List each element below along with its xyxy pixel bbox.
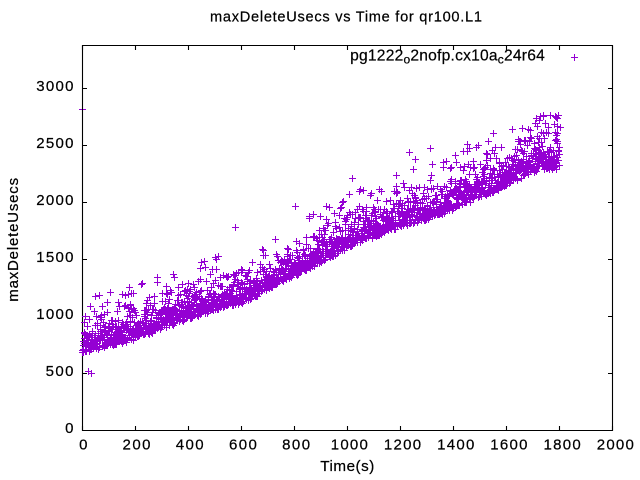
svg-text:2000: 2000 [36,192,73,209]
svg-text:0: 0 [65,420,73,437]
svg-text:2500: 2500 [36,135,73,152]
svg-text:1400: 1400 [437,437,474,454]
svg-text:maxDeleteUsecs vs Time for qr1: maxDeleteUsecs vs Time for qr100.L1 [210,10,482,26]
svg-text:400: 400 [176,437,204,454]
svg-text:1600: 1600 [490,437,527,454]
svg-text:200: 200 [123,437,151,454]
svg-text:600: 600 [229,437,257,454]
svg-text:1500: 1500 [36,249,73,266]
svg-text:500: 500 [46,363,74,380]
svg-text:800: 800 [282,437,310,454]
svg-text:1000: 1000 [36,306,73,323]
svg-text:2000: 2000 [597,437,634,454]
svg-text:Time(s): Time(s) [320,458,374,475]
svg-text:1200: 1200 [384,437,421,454]
svg-text:maxDeleteUsecs: maxDeleteUsecs [5,178,22,302]
svg-text:1800: 1800 [544,437,581,454]
svg-text:0: 0 [79,437,87,454]
svg-text:pg1222o2nofp.cx10ac24r64: pg1222o2nofp.cx10ac24r64 [350,48,545,67]
svg-text:1000: 1000 [331,437,368,454]
svg-text:3000: 3000 [36,78,73,95]
